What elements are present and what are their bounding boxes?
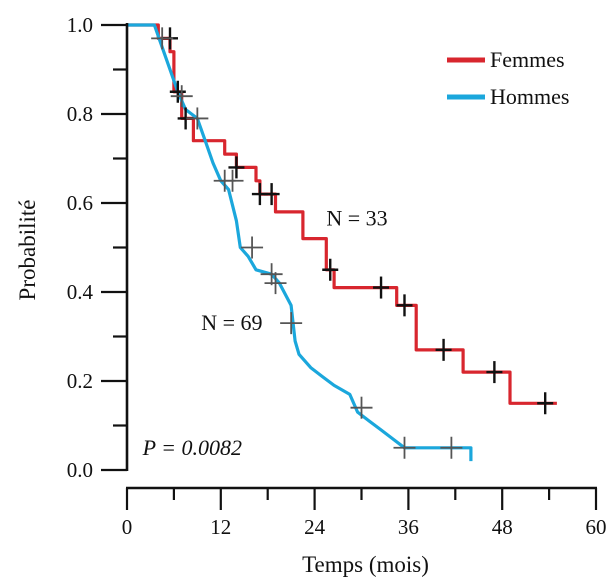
curves-layer [127, 23, 557, 462]
censor-mark-femmes [537, 392, 554, 415]
legend-label-femmes: Femmes [490, 47, 565, 72]
censor-mark-hommes [186, 107, 209, 130]
censor-mark-hommes [241, 236, 264, 259]
censor-mark-hommes [221, 169, 244, 192]
y-tick-label: 0.8 [67, 102, 93, 126]
x-tick-label: 60 [586, 515, 607, 539]
annotation-n-femmes: N = 33 [326, 206, 387, 231]
censor-mark-femmes [228, 156, 245, 179]
censor-mark-femmes [322, 258, 339, 281]
legend-item-femmes: Femmes [447, 47, 565, 72]
censor-mark-femmes [263, 183, 280, 206]
x-tick-label: 48 [492, 515, 513, 539]
x-tick-label: 24 [304, 515, 326, 539]
legend-item-hommes: Hommes [447, 84, 569, 109]
censor-mark-hommes [151, 27, 174, 50]
censor-mark-femmes [396, 294, 413, 317]
censor-mark-hommes [280, 312, 303, 335]
annotation-p-value: P = 0.0082 [142, 435, 242, 460]
censor-mark-femmes [486, 361, 503, 384]
censor-mark-femmes [373, 276, 390, 299]
censor-mark-femmes [169, 80, 186, 103]
x-tick-label: 36 [398, 515, 419, 539]
labels-layer: Temps (mois) Probabilité Femmes Hommes N = 3… [15, 47, 569, 577]
y-tick-label: 0.0 [67, 458, 93, 482]
y-tick-label: 0.6 [67, 191, 93, 215]
y-tick-label: 1.0 [67, 13, 93, 37]
axes-layer: 0.0 0.2 0.4 0.6 0.8 1.0 0 12 24 36 48 60 [67, 13, 607, 539]
y-tick-label: 0.4 [67, 280, 94, 304]
censor-mark-hommes [393, 436, 416, 459]
x-tick-label: 0 [122, 515, 133, 539]
censor-mark-hommes [170, 85, 193, 108]
legend-label-hommes: Hommes [490, 84, 569, 109]
x-tick-label: 12 [210, 515, 231, 539]
censor-mark-hommes [350, 396, 373, 419]
censor-mark-hommes [264, 272, 287, 295]
censor-mark-hommes [440, 436, 463, 459]
y-tick-label: 0.2 [67, 369, 93, 393]
censor-mark-hommes [260, 263, 283, 286]
censor-mark-femmes [435, 338, 452, 361]
x-axis-label: Temps (mois) [302, 552, 429, 577]
y-axis-label: Probabilité [15, 200, 40, 301]
annotation-n-hommes: N = 69 [201, 310, 262, 335]
